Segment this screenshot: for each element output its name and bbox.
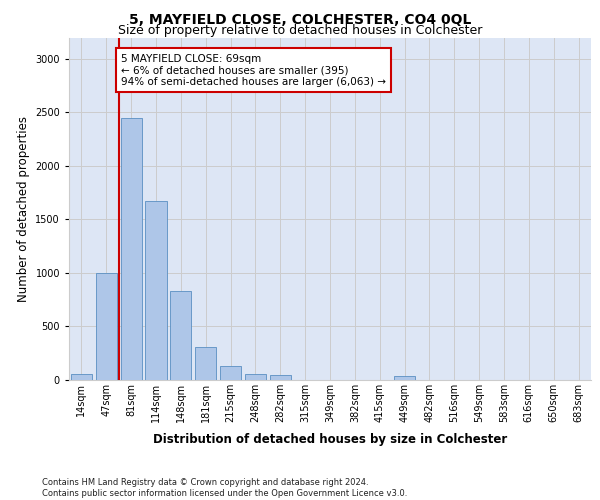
- Text: Contains HM Land Registry data © Crown copyright and database right 2024.
Contai: Contains HM Land Registry data © Crown c…: [42, 478, 407, 498]
- Text: Distribution of detached houses by size in Colchester: Distribution of detached houses by size …: [153, 432, 507, 446]
- Bar: [270, 375, 291, 380]
- Bar: [71, 374, 92, 380]
- Text: 5, MAYFIELD CLOSE, COLCHESTER, CO4 0QL: 5, MAYFIELD CLOSE, COLCHESTER, CO4 0QL: [129, 12, 471, 26]
- Bar: [220, 366, 241, 380]
- Y-axis label: Number of detached properties: Number of detached properties: [17, 116, 29, 302]
- Bar: [245, 374, 266, 380]
- Bar: [121, 118, 142, 380]
- Bar: [394, 376, 415, 380]
- Bar: [96, 273, 117, 380]
- Text: Size of property relative to detached houses in Colchester: Size of property relative to detached ho…: [118, 24, 482, 37]
- Bar: [195, 347, 216, 380]
- Bar: [145, 202, 167, 380]
- Text: 5 MAYFIELD CLOSE: 69sqm
← 6% of detached houses are smaller (395)
94% of semi-de: 5 MAYFIELD CLOSE: 69sqm ← 6% of detached…: [121, 54, 386, 87]
- Bar: [170, 291, 191, 380]
